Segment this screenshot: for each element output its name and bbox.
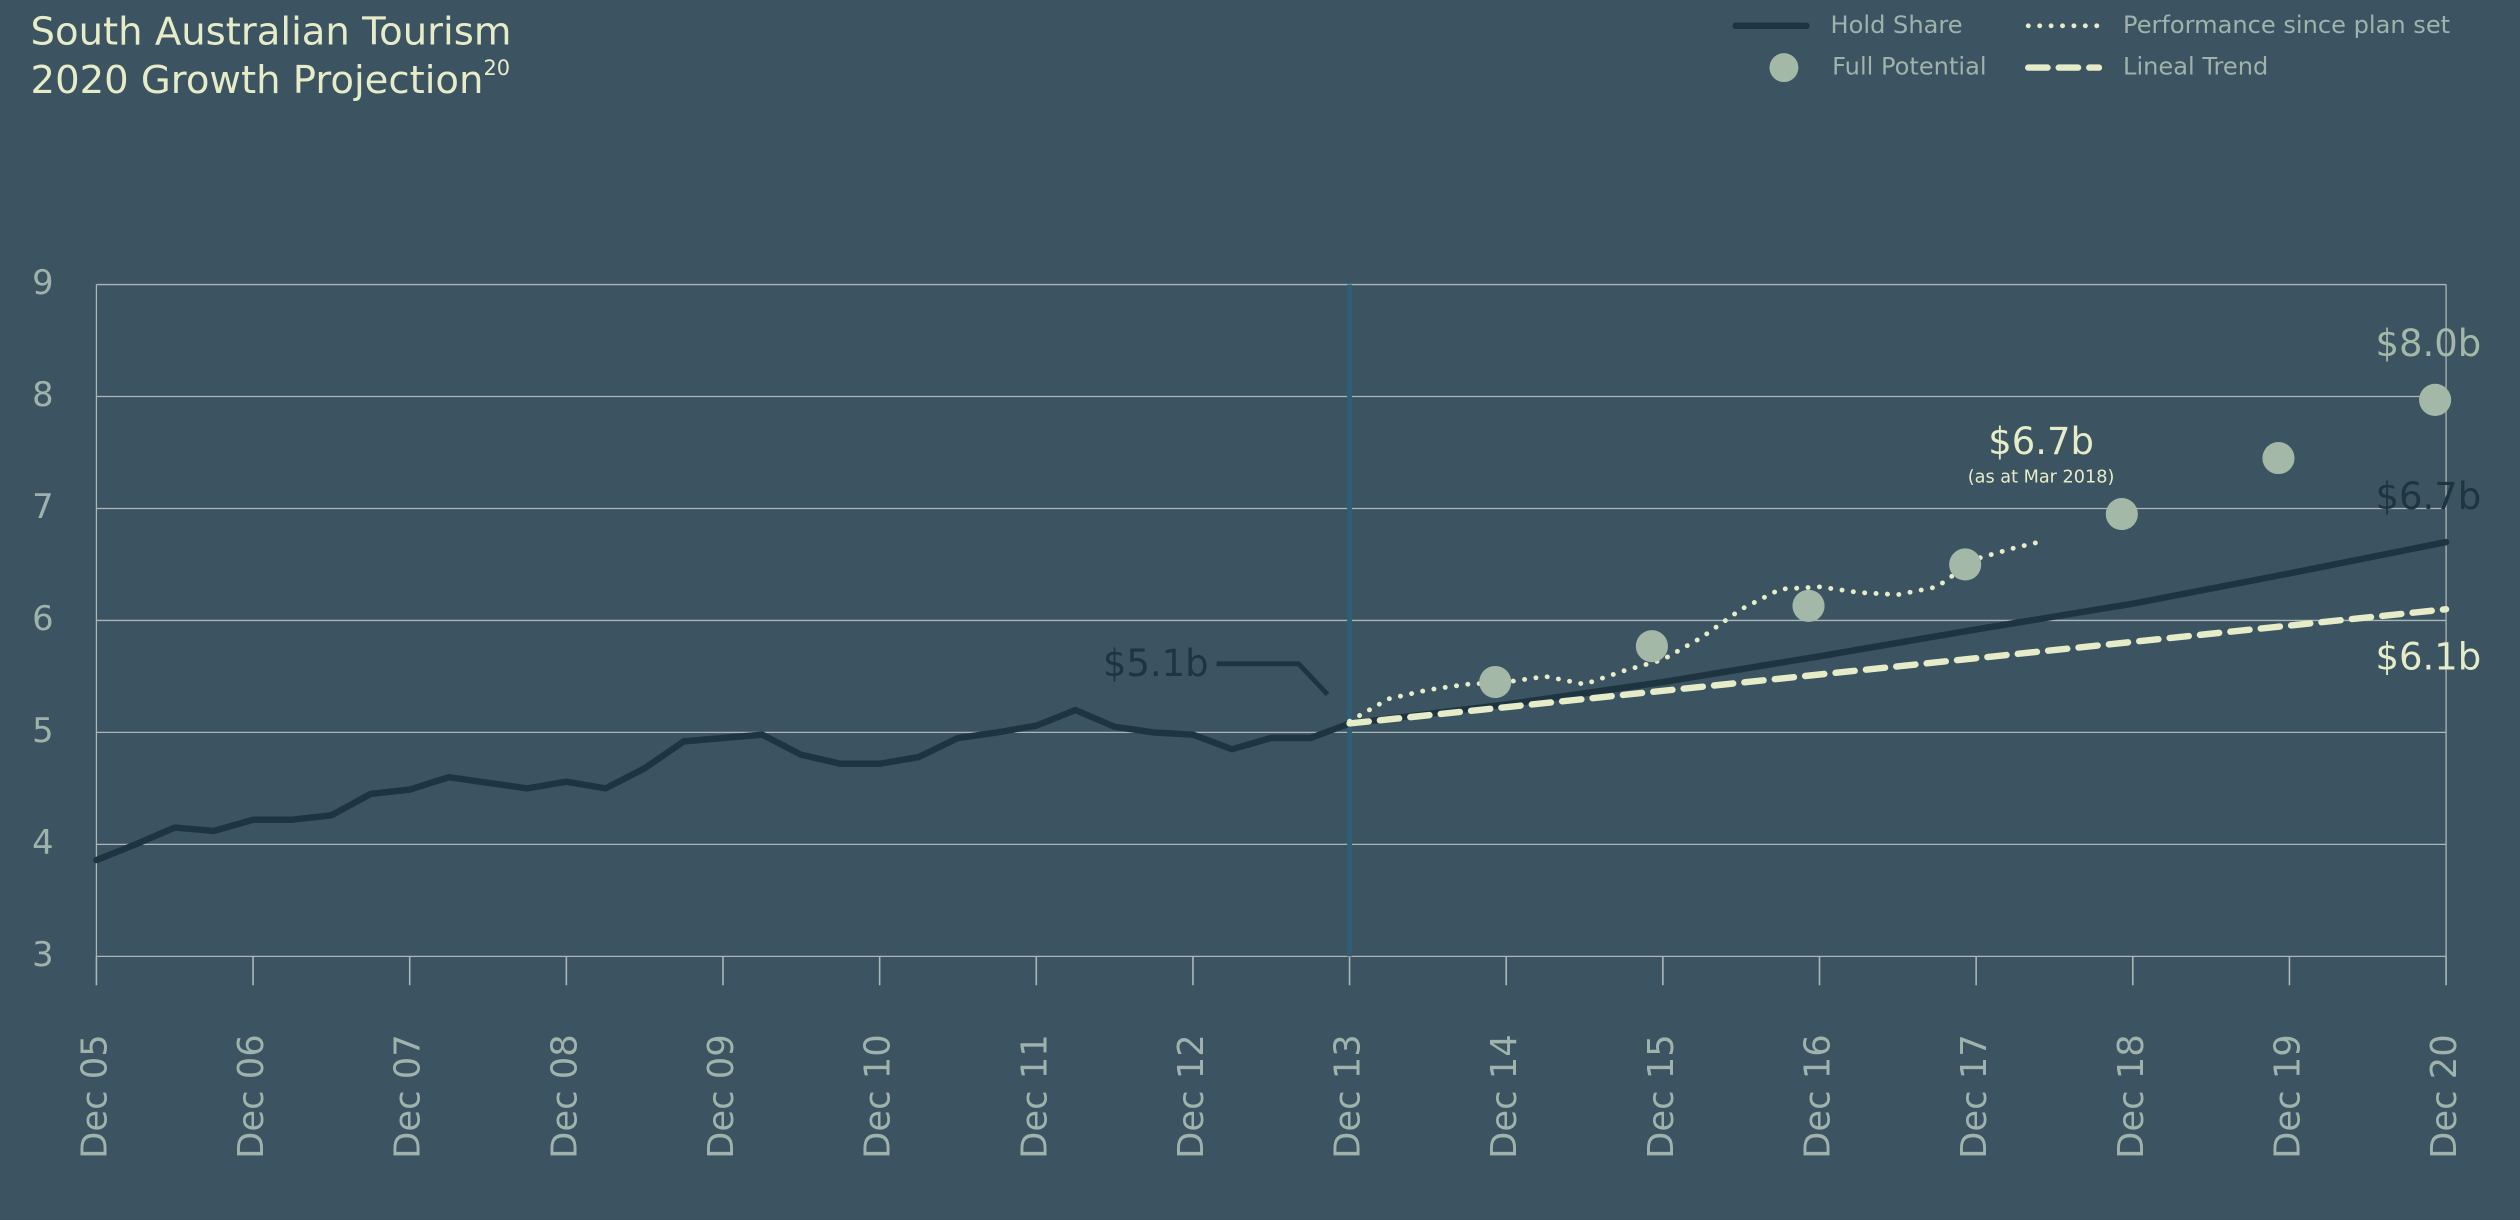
subtitle-text: 2020 Growth Projection: [31, 58, 484, 103]
legend-item: Lineal Trend: [2025, 53, 2268, 81]
marker: [2419, 383, 2452, 416]
x-tick-label: Dec 07: [388, 1034, 429, 1159]
chart-subtitle: 2020 Growth Projection20: [31, 56, 511, 102]
marker: [1792, 589, 1825, 622]
legend-swatch: [1769, 53, 1799, 83]
y-tick-label: 4: [32, 823, 53, 862]
y-tick-label: 8: [32, 375, 53, 414]
x-tick-label: Dec 12: [1171, 1034, 1212, 1159]
chart-title: South Australian Tourism: [31, 9, 512, 54]
x-tick-label: Dec 15: [1641, 1034, 1682, 1159]
marker: [2262, 442, 2295, 475]
x-tick-label: Dec 10: [858, 1034, 899, 1159]
x-tick-label: Dec 16: [1798, 1034, 1839, 1159]
legend-label: Lineal Trend: [2123, 53, 2268, 81]
x-tick-label: Dec 19: [2267, 1034, 2308, 1159]
x-tick-label: Dec 06: [231, 1034, 272, 1159]
x-tick-label: Dec 13: [1328, 1034, 1369, 1159]
y-tick-label: 7: [32, 487, 53, 526]
legend-item: Full Potential: [1769, 53, 1987, 83]
x-tick-label: Dec 11: [1014, 1034, 1055, 1159]
y-tick-label: 5: [32, 711, 53, 750]
x-tick-label: Dec 20: [2424, 1034, 2465, 1159]
y-tick-label: 9: [32, 263, 53, 302]
legend-item: Performance since plan set: [2025, 11, 2450, 39]
marker: [1949, 548, 1982, 581]
legend-label: Hold Share: [1831, 11, 1963, 39]
legend-item: Hold Share: [1732, 11, 1963, 39]
x-tick-label: Dec 08: [544, 1034, 585, 1159]
x-tick-label: Dec 17: [1954, 1034, 1995, 1159]
y-tick-label: 3: [32, 935, 53, 974]
legend-label: Performance since plan set: [2123, 11, 2450, 39]
marker: [1635, 630, 1668, 663]
x-tick-label: Dec 14: [1484, 1034, 1525, 1159]
annotation: $6.1b: [2376, 636, 2482, 679]
x-tick-label: Dec 05: [74, 1034, 115, 1159]
annotation: $6.7b: [2376, 475, 2482, 518]
annotation-note: (as at Mar 2018): [1968, 467, 2115, 487]
series-line: [1346, 606, 2450, 727]
series-line: [1347, 539, 2042, 724]
annotation: $6.7b: [1988, 420, 2094, 463]
annotation-leader: [1216, 661, 1330, 697]
x-tick-label: Dec 18: [2111, 1034, 2152, 1159]
marker: [1479, 665, 1512, 699]
x-tick-label: Dec 09: [701, 1034, 742, 1159]
footnote-mark: 20: [483, 56, 510, 80]
marker: [2105, 498, 2138, 531]
y-tick-label: 6: [32, 599, 53, 638]
annotation: $5.1b: [1103, 642, 1209, 685]
legend-label: Full Potential: [1832, 53, 1986, 81]
annotation: $8.0b: [2376, 322, 2482, 365]
